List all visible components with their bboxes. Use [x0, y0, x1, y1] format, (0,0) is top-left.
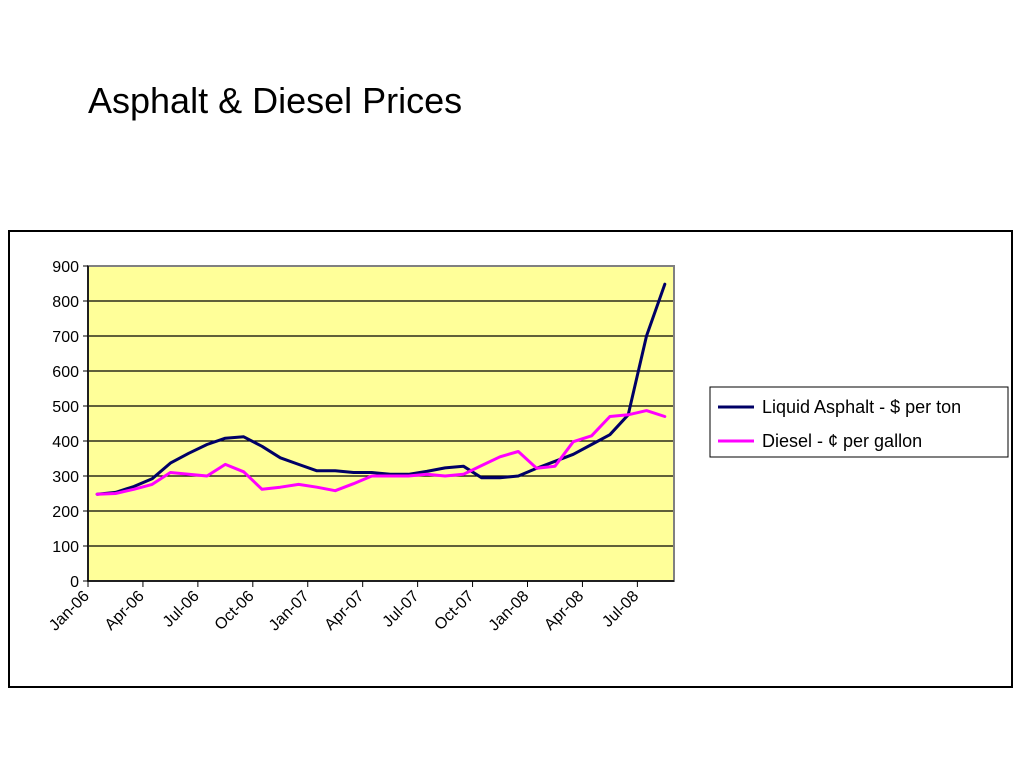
- y-tick-label: 800: [52, 294, 79, 311]
- x-tick-label: Oct-06: [212, 588, 258, 634]
- series-line-liquid-asphalt: [95, 282, 667, 496]
- y-tick-label: 400: [52, 434, 79, 451]
- legend-label-diesel: Diesel - ¢ per gallon: [762, 431, 922, 451]
- slide-title: Asphalt & Diesel Prices: [88, 80, 463, 121]
- x-tick-label: Jul-08: [599, 588, 642, 631]
- x-tick-label: Jul-06: [160, 588, 203, 631]
- x-tick-label: Oct-07: [431, 588, 477, 634]
- y-tick-label: 700: [52, 329, 79, 346]
- y-tick-label: 300: [52, 469, 79, 486]
- y-tick-label: 0: [70, 574, 79, 591]
- series-line-diesel: [95, 409, 667, 496]
- x-axis: Jan-06 Apr-06 Jul-06 Oct-06 Jan-07 Apr-07 Jul-…: [46, 580, 674, 635]
- y-axis: 0 100 200 300 400 500 600 700 800 900: [52, 259, 89, 591]
- x-tick-label: Apr-06: [102, 588, 148, 634]
- legend: Liquid Asphalt - $ per ton Diesel - ¢ per…: [709, 386, 1009, 458]
- x-tick-label: Jan-06: [46, 588, 93, 635]
- x-tick-label: Jul-07: [380, 588, 423, 631]
- series-lines: [95, 282, 667, 496]
- legend-box: [709, 386, 1009, 458]
- y-tick-label: 100: [52, 539, 79, 556]
- x-tick-label: Apr-07: [322, 588, 368, 634]
- y-tick-label: 900: [52, 259, 79, 276]
- x-tick-label: Jan-08: [486, 588, 533, 635]
- x-tick-label: Apr-08: [541, 588, 587, 634]
- x-tick-label: Jan-07: [266, 588, 313, 635]
- y-tick-label: 500: [52, 399, 79, 416]
- legend-label-liquid-asphalt: Liquid Asphalt - $ per ton: [762, 397, 961, 417]
- y-tick-label: 600: [52, 364, 79, 381]
- chart-frame: 0 100 200 300 400 500 600 700 800 900 Jan-06 Apr-0…: [8, 230, 1013, 688]
- y-tick-label: 200: [52, 504, 79, 521]
- plot-area: [88, 266, 674, 581]
